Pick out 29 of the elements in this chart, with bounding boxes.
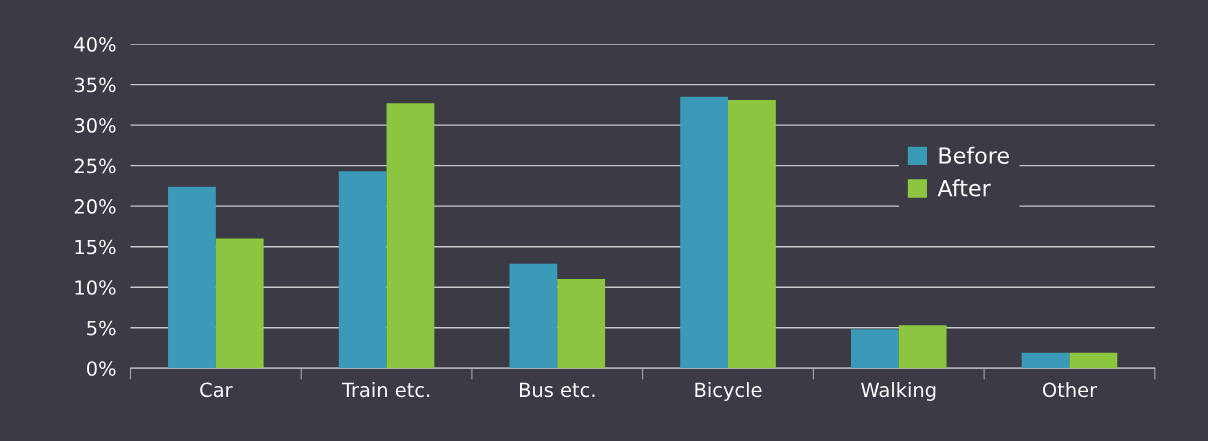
bar <box>680 96 729 369</box>
bar <box>1069 352 1118 369</box>
y-tick-label: 0% <box>87 361 116 376</box>
y-tick-label: 20% <box>74 199 116 214</box>
bar <box>509 263 558 369</box>
y-tick-label: 15% <box>75 239 116 255</box>
bar <box>898 325 947 369</box>
bar <box>215 238 264 369</box>
bar <box>850 329 899 369</box>
x-tick-label: Walking <box>861 382 936 401</box>
x-tick-label: Train etc. <box>341 382 430 398</box>
y-tick-label: 30% <box>74 118 116 133</box>
y-tick-label: 35% <box>74 77 116 93</box>
x-tick-label: Bus etc. <box>519 382 595 398</box>
bar <box>168 186 216 369</box>
y-tick-label: 40% <box>74 37 116 52</box>
legend-label: Before <box>939 146 1009 164</box>
bar <box>338 171 387 369</box>
x-tick-label: Other <box>1042 382 1098 398</box>
bar <box>557 279 606 369</box>
y-tick-label: 5% <box>87 320 116 336</box>
bar <box>728 100 776 369</box>
y-tick-label: 25% <box>74 158 116 174</box>
y-tick-label: 10% <box>75 280 116 295</box>
x-tick-label: Car <box>200 382 233 398</box>
legend-label: After <box>937 179 991 197</box>
bar <box>1021 352 1070 369</box>
x-tick-label: Bicycle <box>695 382 762 401</box>
bar <box>386 103 435 369</box>
